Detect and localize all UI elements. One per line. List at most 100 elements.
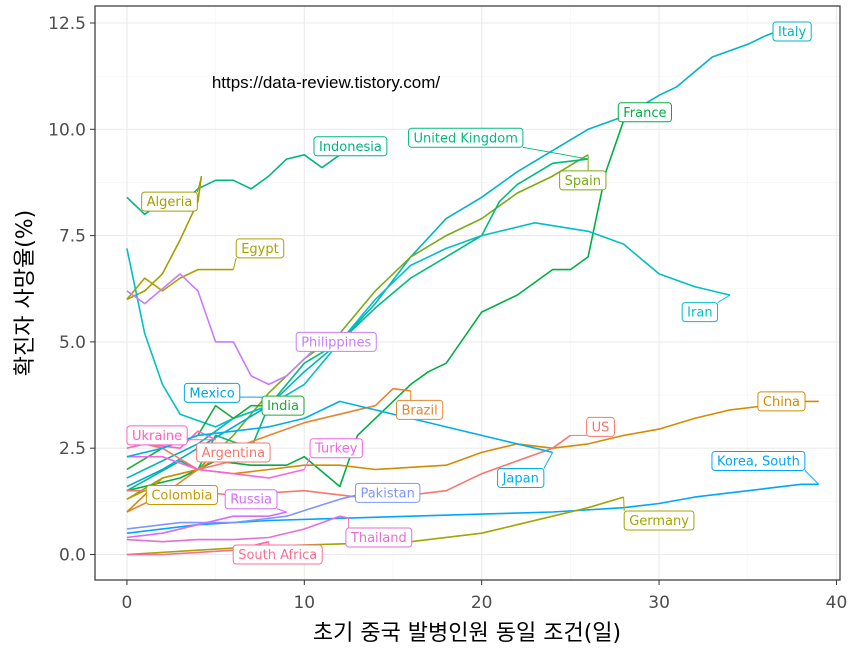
series-line-russia (126, 511, 287, 539)
grid (95, 6, 840, 580)
series-line-pakistan (126, 489, 376, 530)
label-iran: Iran (681, 294, 731, 323)
axis-ticks: 0 10 20 30 40 0.0 2.5 5.0 7.5 10.0 12.5 (48, 14, 847, 613)
label-box-mexico (183, 382, 241, 403)
watermark-annotation: https://data-review.tistory.com/ (212, 73, 441, 92)
label-box-ukraine (126, 425, 188, 446)
series-line-turkey (126, 455, 305, 479)
label-text-thailand: Thailand (350, 531, 407, 546)
label-ukraine: Ukraine (126, 425, 216, 446)
label-us: US (570, 416, 615, 437)
y-axis-title: 확진자 사망율(%) (13, 210, 38, 377)
label-leader-united-kingdom (522, 146, 589, 160)
label-text-us: US (592, 420, 610, 435)
label-box-japan (497, 467, 545, 488)
label-text-indonesia: Indonesia (319, 140, 382, 155)
series-labels: Italy France Spain United Kingdom Indonesia A… (126, 21, 820, 565)
plot-background (95, 6, 840, 580)
label-text-india: India (267, 399, 299, 414)
label-text-brazil: Brazil (401, 403, 437, 418)
label-united-kingdom: United Kingdom (408, 127, 589, 160)
label-text-algeria: Algeria (147, 195, 193, 210)
label-text-united-kingdom: United Kingdom (414, 131, 518, 146)
label-leader-egypt (232, 257, 237, 270)
label-leader-algeria (196, 175, 202, 193)
label-text-philippines: Philippines (301, 335, 371, 350)
label-thailand: Thailand (345, 518, 413, 548)
label-text-argentina: Argentina (202, 446, 265, 461)
series-line-korea-south (126, 483, 819, 534)
label-box-iran (681, 302, 719, 323)
series-line-thailand (126, 515, 349, 543)
label-leader-japan (543, 452, 554, 469)
label-colombia: Colombia (145, 484, 218, 505)
label-box-france (617, 102, 672, 123)
label-box-pakistan (354, 482, 421, 503)
label-mexico: Mexico (183, 382, 287, 403)
label-india: India (261, 395, 305, 416)
label-box-south-africa (232, 544, 323, 565)
label-box-united-kingdom (408, 127, 524, 148)
label-spain: Spain (559, 154, 607, 191)
label-indonesia: Indonesia (313, 136, 388, 157)
plot-border (94, 5, 841, 581)
label-box-korea-south (711, 450, 806, 471)
label-text-spain: Spain (565, 174, 601, 189)
label-pakistan: Pakistan (354, 482, 421, 503)
series-line-france (126, 120, 625, 492)
label-egypt: Egypt (232, 238, 285, 270)
label-text-japan: Japan (502, 471, 539, 486)
label-south-africa: South Africa (232, 541, 323, 565)
label-japan: Japan (497, 452, 554, 488)
label-text-russia: Russia (230, 493, 272, 508)
label-france: France (617, 102, 672, 123)
label-turkey: Turkey (303, 438, 363, 470)
label-germany: Germany (623, 497, 695, 531)
label-text-south-africa: South Africa (238, 548, 317, 563)
label-leader-germany (623, 497, 625, 511)
series-line-china (126, 400, 819, 513)
label-text-iran: Iran (687, 306, 712, 321)
series-line-egypt (126, 268, 234, 300)
label-box-turkey (309, 438, 363, 459)
label-text-ukraine: Ukraine (132, 429, 182, 444)
label-box-indonesia (313, 136, 388, 157)
series-line-italy (126, 28, 784, 479)
x-tick-label: 40 (826, 593, 848, 613)
x-axis-title: 초기 중국 발병인원 동일 조건(일) (313, 621, 621, 646)
label-box-egypt (235, 238, 285, 259)
y-tick-label: 10.0 (48, 120, 86, 140)
series-line-brazil (126, 387, 411, 513)
label-text-turkey: Turkey (314, 442, 358, 457)
label-leader-turkey (303, 457, 311, 470)
label-china: China (757, 391, 819, 412)
x-tick-label: 30 (648, 593, 670, 613)
label-text-colombia: Colombia (151, 488, 212, 503)
label-box-argentina (196, 442, 271, 463)
y-tick-label: 7.5 (59, 227, 86, 247)
y-tick-label: 5.0 (59, 333, 86, 353)
label-box-india (261, 395, 305, 416)
y-tick-label: 0.0 (59, 545, 86, 565)
label-brazil: Brazil (395, 390, 444, 420)
label-text-korea-south: Korea, South (717, 454, 800, 469)
label-box-philippines (295, 331, 377, 352)
label-box-germany (623, 510, 695, 531)
y-tick-label: 2.5 (59, 439, 86, 459)
label-text-italy: Italy (778, 25, 807, 40)
label-text-germany: Germany (629, 514, 689, 529)
series-line-japan (126, 400, 553, 458)
label-box-spain (559, 170, 607, 191)
series-line-iran (126, 222, 731, 428)
label-text-egypt: Egypt (241, 242, 279, 257)
label-leader-korea-south (804, 470, 820, 485)
label-leader-russia (276, 508, 287, 513)
label-text-mexico: Mexico (189, 386, 234, 401)
label-philippines: Philippines (295, 331, 377, 352)
label-russia: Russia (224, 489, 287, 513)
label-text-france: France (623, 106, 666, 121)
y-tick-label: 12.5 (48, 14, 86, 34)
label-box-colombia (145, 484, 218, 505)
label-box-us (586, 416, 615, 437)
